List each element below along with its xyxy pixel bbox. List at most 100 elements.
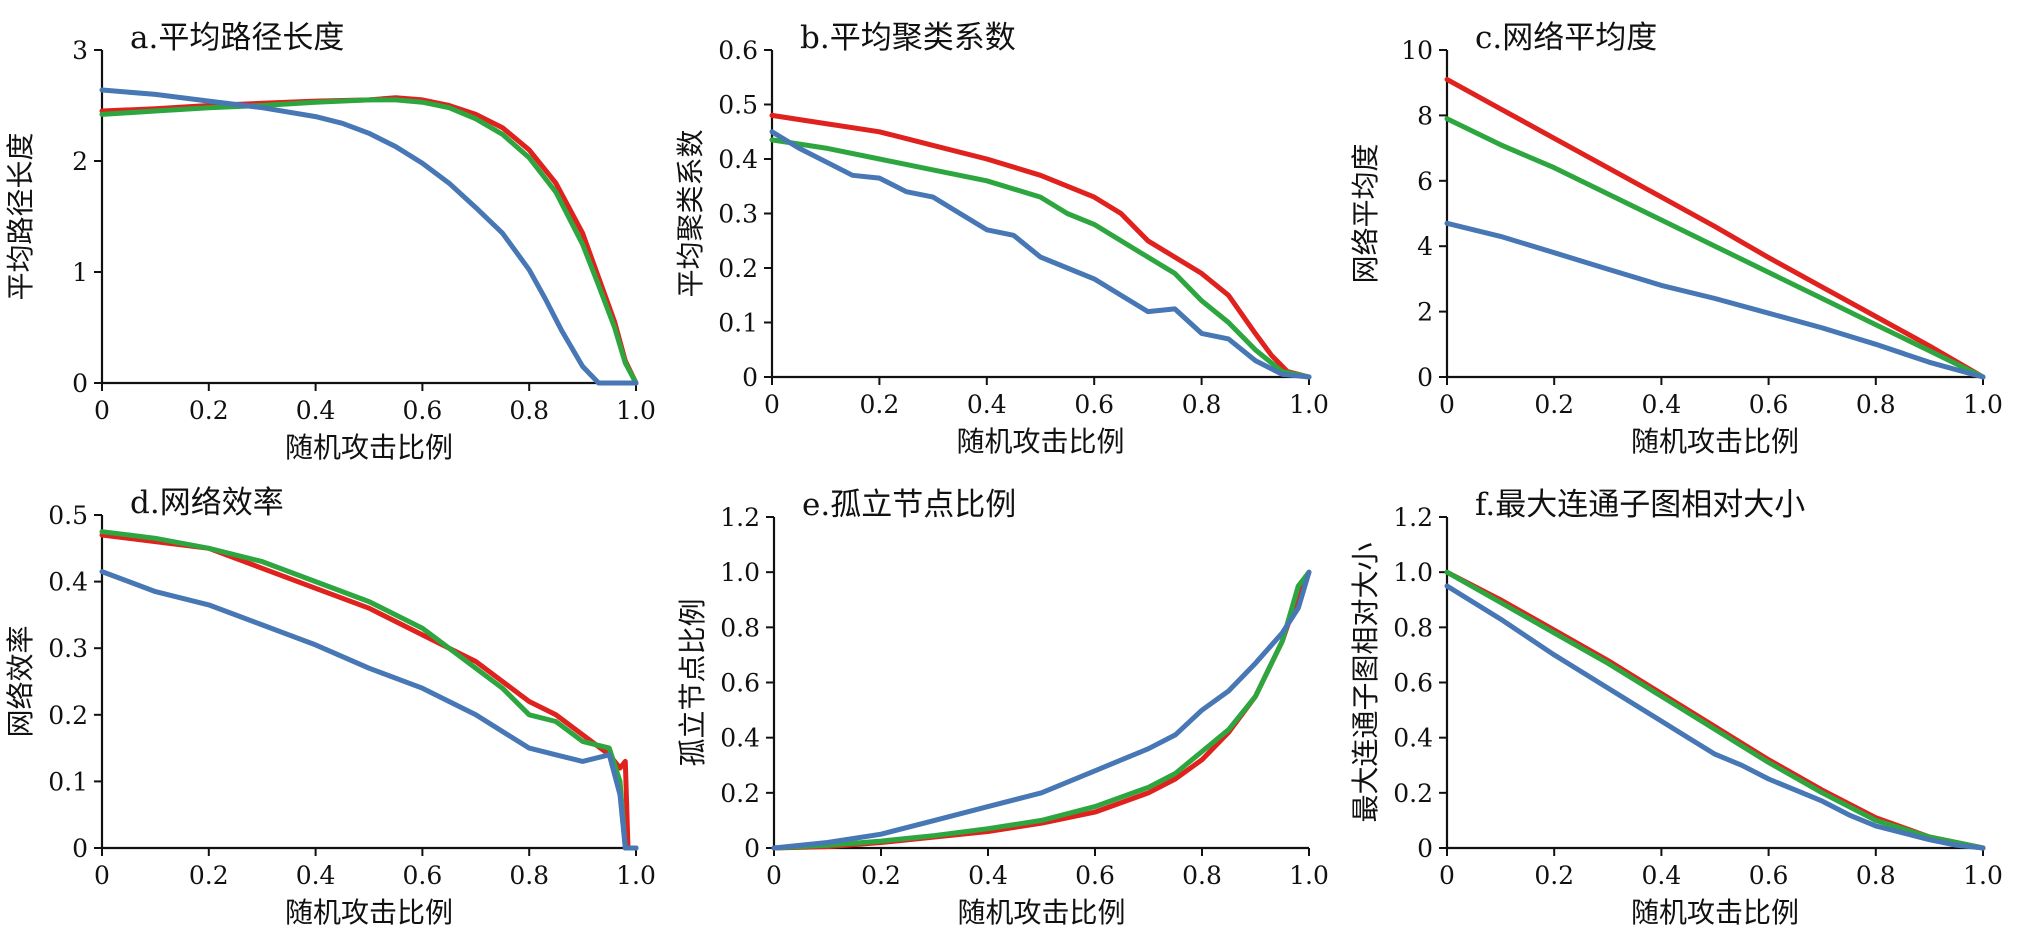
- red-series-line: [99, 532, 639, 851]
- x-tick-label: 0.2: [1534, 390, 1574, 419]
- x-tick-label: 0.2: [860, 390, 900, 419]
- y-tick-label: 0.4: [48, 568, 88, 597]
- x-axis-title: 随机攻击比例: [1631, 425, 1799, 458]
- red-series-line: [1444, 76, 1986, 380]
- panel-title: e.孤立节点比例: [802, 487, 1016, 523]
- y-tick-label: 0.2: [718, 254, 758, 283]
- y-tick-label: 2: [72, 147, 88, 176]
- x-tick-label: 0.6: [1075, 861, 1115, 890]
- y-tick-label: 0.3: [718, 200, 758, 229]
- y-axis-title: 孤立节点比例: [676, 598, 709, 766]
- y-tick-label: 1.0: [720, 558, 760, 587]
- chart-panel-b: 0 0.1 0.2 0.3 0.4 0.5 0.6 0 0.2 0.4 0.6 0.8 1.0 b.平均聚…: [674, 20, 1329, 458]
- x-tick-label: 1.0: [1289, 861, 1329, 890]
- y-tick-label: 0.1: [718, 309, 758, 338]
- chart-panel-e: 0 0.2 0.4 0.6 0.8 1.0 1.2 0 0.2 0.4 0.6 0.8 1.0 e.孤立节…: [676, 487, 1329, 929]
- x-tick-label: 0.2: [189, 396, 229, 425]
- y-axis-title: 平均聚类系数: [674, 129, 707, 297]
- x-tick-label: 0: [764, 390, 780, 419]
- x-tick-label: 0.8: [1182, 390, 1222, 419]
- x-tick-label: 0.6: [403, 396, 443, 425]
- y-tick-label: 0.6: [1393, 669, 1433, 698]
- y-axis-title: 网络效率: [4, 625, 37, 737]
- x-tick-label: 0.8: [1856, 861, 1896, 890]
- y-tick-label: 1.2: [1393, 503, 1433, 532]
- green-series-line: [771, 569, 1312, 851]
- x-tick-label: 0.4: [296, 861, 336, 890]
- y-tick-label: 0.6: [718, 36, 758, 65]
- blue-series-line: [1444, 583, 1986, 851]
- y-tick-label: 3: [72, 36, 88, 65]
- x-tick-label: 0: [94, 861, 110, 890]
- x-tick-label: 0: [1439, 390, 1455, 419]
- y-tick-label: 0.1: [48, 767, 88, 796]
- x-tick-label: 0.6: [403, 861, 443, 890]
- x-tick-label: 1.0: [616, 396, 656, 425]
- red-series-line: [1444, 569, 1986, 851]
- blue-series-line: [1444, 220, 1986, 380]
- y-tick-label: 1.0: [1393, 558, 1433, 587]
- x-tick-label: 0.2: [189, 861, 229, 890]
- y-tick-label: 1.2: [720, 503, 760, 532]
- x-tick-label: 0.4: [967, 390, 1007, 419]
- panel-title: a.平均路径长度: [130, 20, 344, 56]
- green-series-line: [1444, 116, 1986, 380]
- y-tick-label: 0.8: [720, 613, 760, 642]
- y-axis-title: 平均路径长度: [4, 132, 37, 300]
- x-tick-label: 0: [94, 396, 110, 425]
- x-tick-label: 0.6: [1749, 861, 1789, 890]
- x-tick-label: 0.8: [1182, 861, 1222, 890]
- green-series-line: [1444, 569, 1986, 851]
- x-axis-title: 随机攻击比例: [285, 896, 453, 929]
- x-tick-label: 0.4: [1642, 861, 1682, 890]
- x-tick-label: 0.8: [509, 861, 549, 890]
- y-tick-label: 4: [1417, 232, 1433, 261]
- x-tick-label: 0.2: [1534, 861, 1574, 890]
- y-tick-label: 0.5: [718, 91, 758, 120]
- y-tick-label: 0.5: [48, 501, 88, 530]
- x-axis-title: 随机攻击比例: [956, 425, 1124, 458]
- panel-title: c.网络平均度: [1475, 20, 1657, 56]
- red-series-line: [771, 569, 1312, 851]
- green-series-line: [99, 529, 639, 851]
- y-tick-label: 0: [72, 369, 88, 398]
- x-tick-label: 1.0: [1963, 861, 2003, 890]
- x-axis-title: 随机攻击比例: [285, 431, 453, 464]
- x-tick-label: 0.8: [509, 396, 549, 425]
- blue-series-line: [771, 569, 1312, 851]
- x-tick-label: 1.0: [1289, 390, 1329, 419]
- y-tick-label: 0: [72, 834, 88, 863]
- y-tick-label: 6: [1417, 167, 1433, 196]
- y-tick-label: 0.3: [48, 634, 88, 663]
- y-tick-label: 2: [1417, 298, 1433, 327]
- x-tick-label: 0.6: [1074, 390, 1114, 419]
- x-tick-label: 1.0: [616, 861, 656, 890]
- x-tick-label: 0.6: [1749, 390, 1789, 419]
- y-tick-label: 0.4: [720, 724, 760, 753]
- chart-panel-f: 0 0.2 0.4 0.6 0.8 1.0 1.2 0 0.2 0.4 0.6 0.8 1.0 f.最大连…: [1349, 487, 2003, 929]
- y-tick-label: 0: [744, 834, 760, 863]
- x-tick-label: 0: [1439, 861, 1455, 890]
- y-tick-label: 0.8: [1393, 613, 1433, 642]
- panel-title: d.网络效率: [130, 485, 284, 521]
- y-tick-label: 8: [1417, 101, 1433, 130]
- y-tick-label: 0.2: [1393, 779, 1433, 808]
- x-tick-label: 1.0: [1963, 390, 2003, 419]
- x-axis-title: 随机攻击比例: [1631, 896, 1799, 929]
- blue-series-line: [769, 129, 1312, 380]
- blue-series-line: [99, 569, 639, 851]
- y-axis-title: 网络平均度: [1349, 143, 1382, 283]
- y-tick-label: 0.4: [1393, 724, 1433, 753]
- y-tick-label: 0.6: [720, 669, 760, 698]
- red-series-line: [99, 95, 639, 386]
- x-tick-label: 0.8: [1856, 390, 1896, 419]
- blue-series-line: [99, 87, 639, 386]
- y-tick-label: 1: [72, 258, 88, 287]
- green-series-line: [769, 137, 1312, 380]
- y-tick-label: 10: [1401, 36, 1433, 65]
- y-tick-label: 0: [742, 363, 758, 392]
- panel-title: b.平均聚类系数: [800, 20, 1016, 56]
